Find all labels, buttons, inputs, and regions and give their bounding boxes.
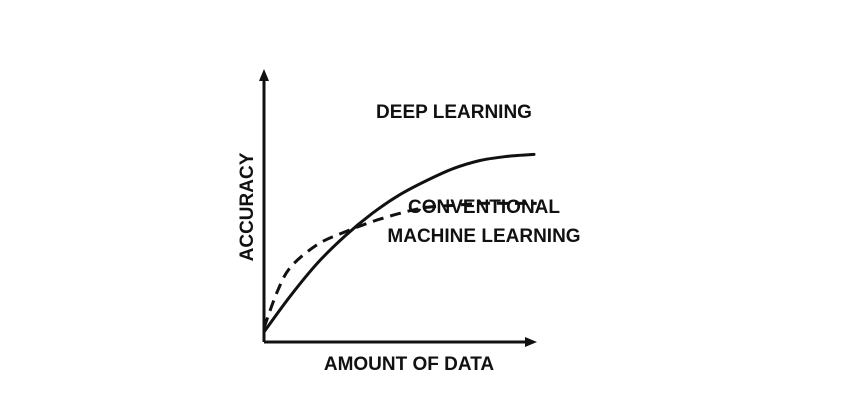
annotation-machine-learning: MACHINE LEARNING: [387, 226, 580, 247]
x-axis-label: AMOUNT OF DATA: [324, 354, 495, 375]
annotation-deep-learning: DEEP LEARNING: [376, 102, 532, 123]
x-axis-arrow: [525, 337, 537, 347]
series-line-deep-learning: [262, 152, 536, 334]
y-axis-label: ACCURACY: [237, 152, 258, 261]
series-line-conventional-machine-learning: [262, 201, 537, 329]
annotation-conventional: CONVENTIONAL: [408, 197, 560, 218]
y-axis-arrow: [259, 69, 269, 81]
